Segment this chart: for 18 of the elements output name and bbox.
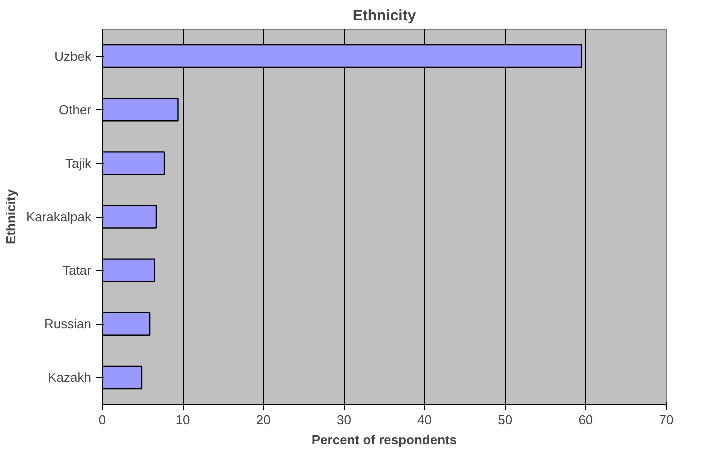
x-tick-label: 20 — [256, 412, 271, 428]
x-tick-label: 30 — [336, 412, 352, 428]
y-axis-title: Ethnicity — [3, 188, 18, 244]
x-tick-label: 50 — [498, 412, 513, 428]
x-axis-title: Percent of respondents — [312, 432, 458, 448]
x-tick-label: 40 — [418, 412, 432, 428]
y-tick-label: Other — [58, 102, 92, 118]
chart-title: Ethnicity — [352, 8, 417, 24]
y-tick-label: Uzbek — [54, 48, 92, 64]
x-tick-label: 0 — [98, 412, 106, 428]
y-tick-label: Kazakh — [48, 370, 92, 386]
y-tick-label: Russian — [44, 316, 92, 332]
y-tick-label: Karakalpak — [26, 210, 92, 224]
x-tick-label: 10 — [176, 412, 190, 428]
y-tick-label: Tajik — [65, 156, 92, 171]
x-tick-label: 70 — [659, 412, 674, 428]
x-tick-label: 60 — [578, 412, 594, 428]
y-tick-label: Tatar — [62, 263, 92, 278]
